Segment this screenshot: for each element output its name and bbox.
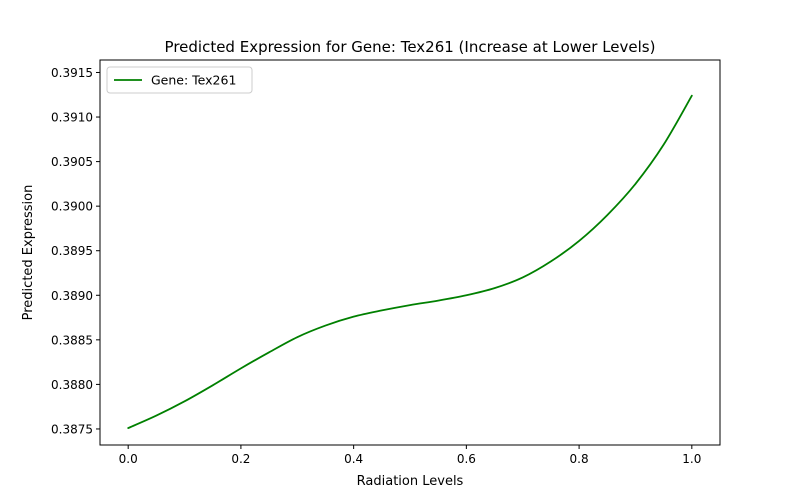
y-tick-label: 0.3900: [51, 200, 93, 214]
x-tick-label: 0.0: [119, 452, 138, 466]
chart-title: Predicted Expression for Gene: Tex261 (I…: [165, 38, 656, 56]
y-tick-label: 0.3910: [51, 111, 93, 125]
y-tick-label: 0.3890: [51, 289, 93, 303]
x-axis-label: Radiation Levels: [357, 474, 464, 489]
series-line: [127, 94, 693, 429]
y-tick-label: 0.3875: [51, 422, 93, 436]
plot-frame: [99, 59, 721, 446]
y-tick-label: 0.3915: [51, 66, 93, 80]
x-tick-label: 1.0: [682, 452, 701, 466]
y-tick-label: 0.3880: [51, 378, 93, 392]
x-tick-label: 0.6: [457, 452, 476, 466]
y-axis-ticks: 0.3875 0.3880 0.3885 0.3890 0.3895 0.3900 0.39…: [51, 66, 100, 436]
x-tick-label: 0.8: [570, 452, 589, 466]
x-tick-label: 0.4: [344, 452, 363, 466]
legend-box: [106, 66, 253, 94]
series-layer: [127, 94, 693, 429]
y-tick-label: 0.3885: [51, 333, 93, 347]
x-tick-label: 0.2: [231, 452, 250, 466]
y-axis-label: Predicted Expression: [21, 185, 36, 321]
legend-entry-label: Gene: Tex261: [151, 73, 236, 88]
legend: Gene: Tex261: [106, 66, 253, 94]
x-axis-ticks: 0.0 0.2 0.4 0.6 0.8 1.0: [119, 445, 701, 466]
y-tick-label: 0.3905: [51, 155, 93, 169]
y-tick-label: 0.3895: [51, 244, 93, 258]
